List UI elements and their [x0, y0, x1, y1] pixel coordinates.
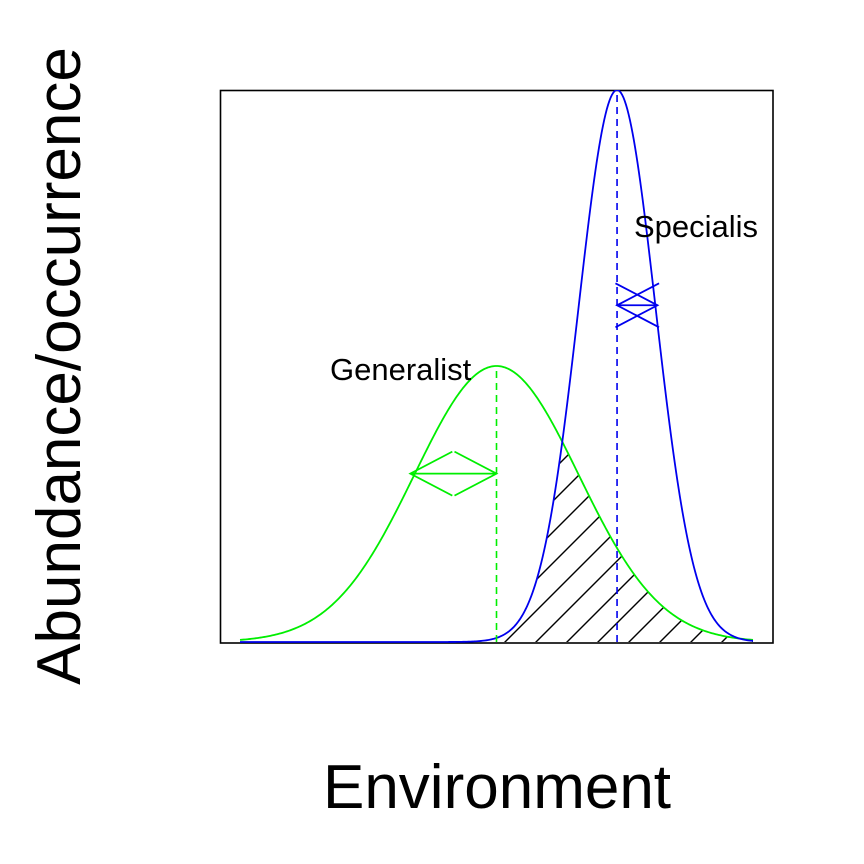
hatch-line [496, 441, 753, 642]
x-axis-title: Environment [323, 753, 671, 822]
hatch-line [496, 441, 700, 642]
hatch-line [0, 200, 17, 700]
generalist-curve [239, 365, 754, 641]
y-axis-title: Abundance/occurrence [25, 47, 94, 685]
hatch-line [725, 441, 753, 642]
hatch-line [694, 441, 753, 642]
hatch-line [496, 441, 669, 642]
hatch-line [850, 200, 864, 700]
specialist-breadth-arrow [615, 282, 660, 329]
hatch-line [496, 441, 753, 642]
hatch-line [508, 441, 753, 642]
hatch-line [819, 200, 864, 700]
hatch-line [496, 441, 753, 642]
specialist-label: Specialis [634, 209, 758, 244]
hatch-line [496, 441, 731, 642]
hatch-line [496, 441, 753, 642]
specArrow-head-right [615, 282, 660, 329]
overlap-hatch [0, 200, 864, 700]
genArrow-head-left [408, 450, 453, 497]
hatch-line [496, 441, 576, 642]
genArrow-head-right [454, 450, 499, 497]
generalist-breadth-arrow [408, 450, 499, 497]
hatch-line [496, 441, 545, 642]
hatch-line [632, 441, 753, 642]
hatch-line [496, 441, 753, 642]
hatch-line [496, 441, 753, 642]
hatch-line [496, 441, 607, 642]
specArrow-head-left [615, 282, 660, 329]
plot-frame [219, 89, 774, 644]
hatch-line [496, 441, 753, 642]
hatch-line [663, 441, 753, 642]
hatch-line [539, 441, 753, 642]
generalist-label: Generalist [330, 352, 472, 387]
hatch-line [496, 441, 753, 642]
hatch-line [570, 441, 753, 642]
hatch-line [601, 441, 753, 642]
hatch-line [788, 200, 864, 700]
